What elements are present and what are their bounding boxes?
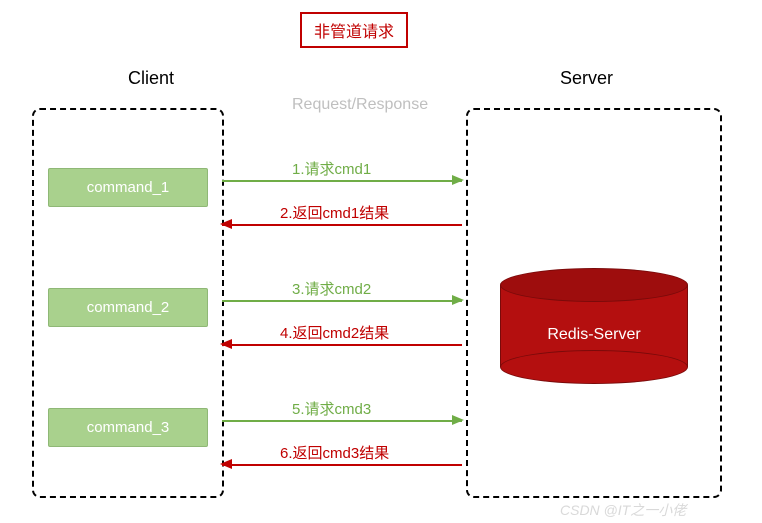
arrow-5: 5.请求cmd3 xyxy=(222,396,462,436)
arrow-head-icon xyxy=(452,295,464,305)
arrow-head-icon xyxy=(452,175,464,185)
arrow-line xyxy=(222,420,462,422)
arrow-label: 6.返回cmd3结果 xyxy=(280,442,389,463)
arrow-2: 2.返回cmd1结果 xyxy=(222,196,462,236)
cylinder-bottom xyxy=(500,350,688,384)
cylinder-top xyxy=(500,268,688,302)
command-box-1: command_1 xyxy=(48,168,208,207)
server-cylinder-label: Redis-Server xyxy=(500,326,688,344)
diagram-title-text: 非管道请求 xyxy=(314,24,394,41)
arrow-label: 2.返回cmd1结果 xyxy=(280,202,389,223)
arrow-4: 4.返回cmd2结果 xyxy=(222,316,462,356)
server-cylinder: Redis-Server xyxy=(500,268,688,384)
command-box-3: command_3 xyxy=(48,408,208,447)
command-label: command_1 xyxy=(87,179,170,196)
command-label: command_2 xyxy=(87,299,170,316)
arrow-head-icon xyxy=(220,219,232,229)
subheader-label: Request/Response xyxy=(292,96,428,114)
arrow-line xyxy=(222,300,462,302)
arrow-line xyxy=(222,464,462,466)
arrow-label: 4.返回cmd2结果 xyxy=(280,322,389,343)
client-header: Client xyxy=(128,68,174,89)
command-box-2: command_2 xyxy=(48,288,208,327)
arrow-line xyxy=(222,344,462,346)
server-header: Server xyxy=(560,68,613,89)
arrow-6: 6.返回cmd3结果 xyxy=(222,436,462,476)
diagram-title: 非管道请求 xyxy=(300,12,408,48)
arrow-line xyxy=(222,224,462,226)
arrow-3: 3.请求cmd2 xyxy=(222,276,462,316)
arrow-head-icon xyxy=(220,459,232,469)
arrow-label: 5.请求cmd3 xyxy=(292,398,371,419)
arrow-head-icon xyxy=(452,415,464,425)
arrow-label: 1.请求cmd1 xyxy=(292,158,371,179)
arrow-line xyxy=(222,180,462,182)
watermark-text: CSDN @IT之一小佬 xyxy=(560,500,686,520)
command-label: command_3 xyxy=(87,419,170,436)
arrow-1: 1.请求cmd1 xyxy=(222,156,462,196)
arrow-head-icon xyxy=(220,339,232,349)
arrow-label: 3.请求cmd2 xyxy=(292,278,371,299)
